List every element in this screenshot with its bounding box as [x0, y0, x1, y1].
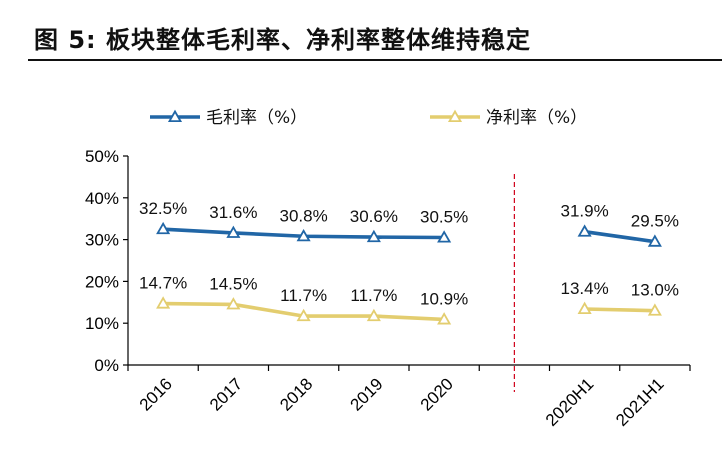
data-label: 30.5% [420, 208, 468, 227]
y-tick-label: 20% [85, 272, 119, 291]
legend-item: 毛利率（%） [150, 108, 307, 128]
y-tick-label: 40% [85, 189, 119, 208]
x-tick-label: 2021H1 [612, 374, 668, 430]
figure-title: 图 5: 板块整体毛利率、净利率整体维持稳定 [34, 26, 532, 54]
data-label: 29.5% [631, 212, 679, 231]
data-label: 31.9% [561, 202, 609, 221]
x-tick-label: 2020 [417, 374, 457, 414]
title-underline [28, 59, 722, 61]
y-tick-label: 50% [85, 147, 119, 166]
data-point-marker [226, 225, 241, 238]
legend-label: 净利率（%） [486, 108, 587, 128]
data-label: 14.5% [209, 274, 257, 293]
data-point-marker [647, 234, 662, 247]
series-net-margin: 14.7% 14.5% 11.7% 11.7% 10.9% 13.4% 13.0% [139, 274, 679, 325]
data-label: 11.7% [280, 286, 327, 305]
data-point-marker [577, 224, 592, 237]
x-tick-label: 2019 [347, 374, 387, 414]
x-tick-label: 2016 [136, 374, 176, 414]
data-label: 13.4% [561, 279, 609, 298]
data-label: 11.7% [350, 286, 397, 305]
y-tick-label: 30% [85, 231, 119, 250]
data-point-marker [156, 221, 171, 235]
x-tick-label: 2018 [276, 374, 316, 414]
y-tick-label: 0% [94, 356, 119, 375]
x-tick-label: 2020H1 [542, 374, 598, 430]
data-point-marker [226, 297, 241, 310]
data-label: 31.6% [209, 203, 257, 222]
series-line [584, 307, 655, 313]
data-point-marker [296, 228, 311, 242]
data-label: 10.9% [420, 289, 468, 308]
data-point-marker [366, 229, 381, 243]
series-gross-margin: 32.5% 31.6% 30.8% 30.6% 30.5% 31.9% 29.5% [139, 199, 679, 247]
data-point-marker [437, 230, 452, 243]
figure-header: 图 5: 板块整体毛利率、净利率整体维持稳定 [0, 0, 722, 62]
legend-marker [167, 109, 183, 123]
data-point-marker [437, 312, 452, 325]
chart-legend: 毛利率（%） 净利率（%） [150, 108, 587, 128]
legend-label: 毛利率（%） [206, 108, 307, 128]
data-point-marker [647, 303, 662, 316]
data-label: 13.0% [631, 281, 679, 300]
data-point-marker [156, 296, 171, 309]
x-tick-label: 2017 [206, 374, 246, 414]
data-label: 14.7% [139, 274, 187, 293]
data-point-marker [577, 301, 592, 315]
data-label: 32.5% [139, 199, 187, 218]
data-point-marker [296, 308, 311, 322]
legend-marker [447, 109, 463, 123]
chart-plot-area: 32.5% 31.6% 30.8% 30.6% 30.5% 31.9% 29.5% 14.7%… [139, 174, 679, 392]
series-line [584, 229, 656, 244]
legend-item: 净利率（%） [430, 108, 587, 128]
y-tick-label: 10% [85, 314, 119, 333]
data-point-marker [366, 308, 381, 322]
data-label: 30.8% [280, 206, 328, 225]
data-label: 30.6% [350, 207, 398, 226]
